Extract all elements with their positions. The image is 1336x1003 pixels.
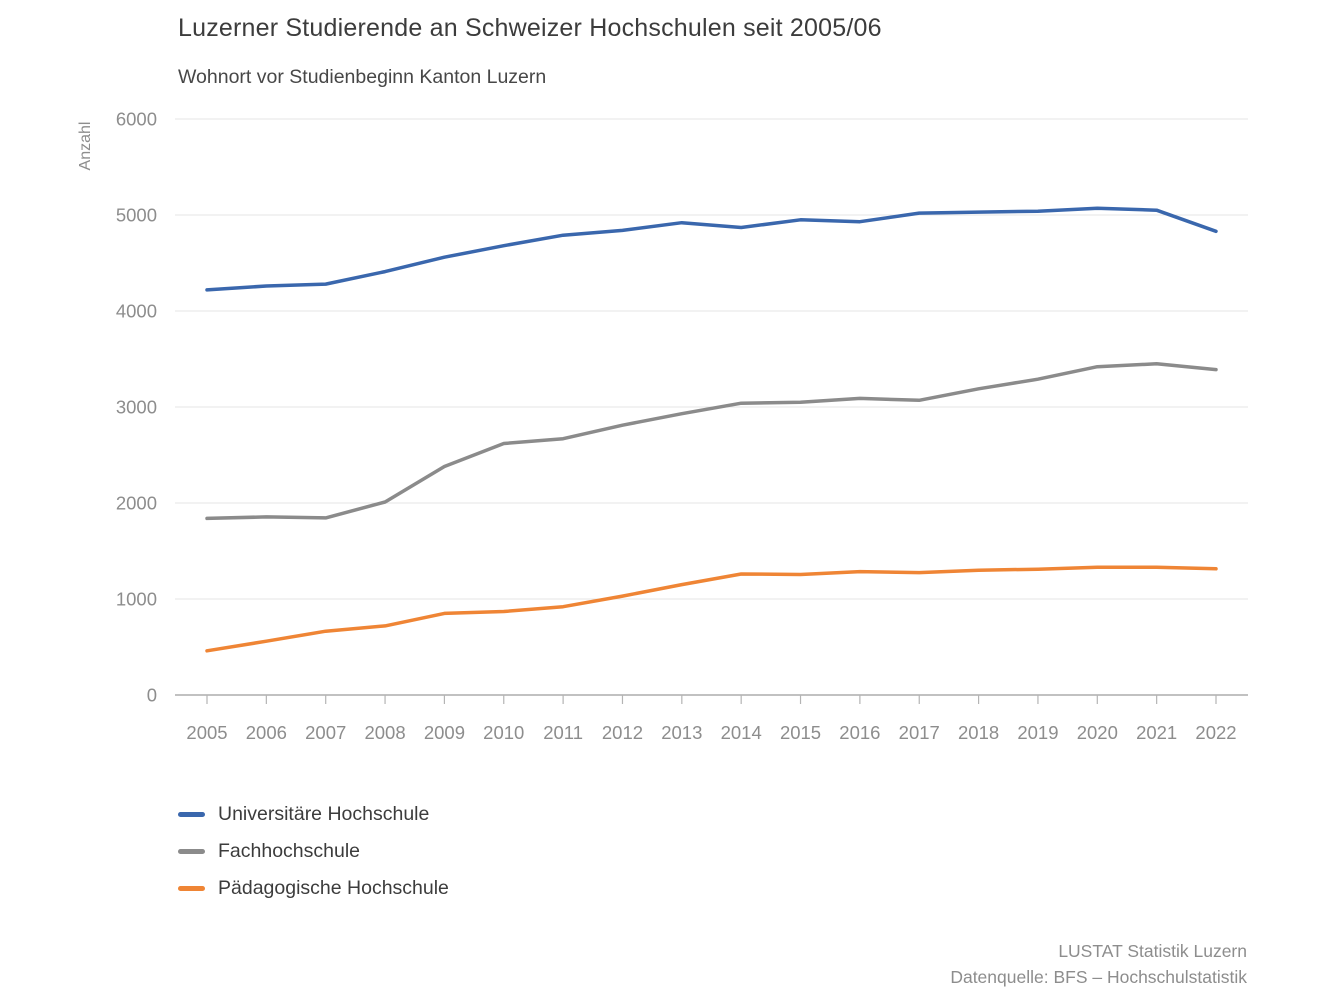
y-tick-label: 5000	[116, 205, 157, 226]
source-line-2: Datenquelle: BFS – Hochschulstatistik	[950, 967, 1247, 987]
source-attribution: LUSTAT Statistik Luzern Datenquelle: BFS…	[950, 938, 1247, 990]
legend-item-fachhochschule[interactable]: Fachhochschule	[178, 833, 449, 870]
y-tick-label: 2000	[116, 493, 157, 514]
series-line-p-dagogische-hochschule[interactable]	[205, 565, 1218, 653]
legend-item-universitaere-hochschule[interactable]: Universitäre Hochschule	[178, 796, 449, 833]
legend-swatch-fachhochschule	[178, 849, 205, 854]
x-tick-label: 2012	[602, 722, 643, 743]
x-tick-label: 2006	[246, 722, 287, 743]
y-tick-label: 6000	[116, 109, 157, 130]
series-line-fachhochschule[interactable]	[205, 362, 1218, 521]
chart-subtitle: Wohnort vor Studienbeginn Kanton Luzern	[178, 66, 547, 88]
x-tick-label: 2010	[483, 722, 524, 743]
x-tick-label: 2005	[186, 722, 227, 743]
legend-swatch-paedagogische-hochschule	[178, 886, 205, 891]
legend-swatch-universitaere-hochschule	[178, 812, 205, 817]
x-tick-label: 2020	[1077, 722, 1118, 743]
x-tick-label: 2007	[305, 722, 346, 743]
x-tick-label: 2019	[1017, 722, 1058, 743]
series-line-universit-re-hochschule[interactable]	[205, 206, 1218, 292]
chart-title: Luzerner Studierende an Schweizer Hochsc…	[178, 14, 882, 42]
x-tick-label: 2015	[780, 722, 821, 743]
legend-item-paedagogische-hochschule[interactable]: Pädagogische Hochschule	[178, 870, 449, 907]
x-tick-label: 2014	[721, 722, 762, 743]
y-tick-label: 0	[147, 685, 157, 706]
x-tick-label: 2011	[543, 722, 583, 743]
y-tick-label: 3000	[116, 397, 157, 418]
x-tick-label: 2018	[958, 722, 999, 743]
legend: Universitäre Hochschule Fachhochschule P…	[178, 796, 449, 907]
x-tick-label: 2016	[839, 722, 880, 743]
x-tick-label: 2013	[661, 722, 702, 743]
legend-label: Pädagogische Hochschule	[218, 877, 449, 899]
x-tick-label: 2008	[364, 722, 405, 743]
x-tick-label: 2017	[899, 722, 940, 743]
legend-label: Fachhochschule	[218, 840, 361, 862]
y-tick-label: 4000	[116, 301, 157, 322]
y-tick-label: 1000	[116, 589, 157, 610]
source-line-1: LUSTAT Statistik Luzern	[1058, 941, 1247, 961]
x-tick-label: 2021	[1136, 722, 1177, 743]
x-tick-label: 2022	[1195, 722, 1236, 743]
x-tick-label: 2009	[424, 722, 465, 743]
legend-label: Universitäre Hochschule	[218, 803, 430, 825]
